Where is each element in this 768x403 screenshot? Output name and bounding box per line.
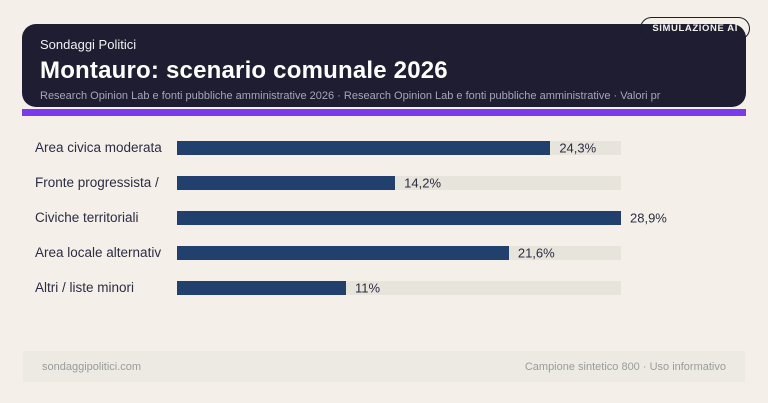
category-label: Altri / liste minori (35, 279, 135, 295)
chart-row: Area civica moderata 24,3% (35, 131, 755, 166)
bar-track: 11% (177, 280, 621, 296)
header-card: Sondaggi Politici Montauro: scenario com… (22, 24, 746, 107)
chart-row: Area locale alternativ 21,6% (35, 235, 755, 270)
bar-track: 28,9% (177, 210, 667, 225)
bar (177, 245, 509, 260)
bar-track: 14,2% (177, 175, 621, 191)
page-title: Montauro: scenario comunale 2026 (40, 57, 448, 84)
chart-row: Fronte progressista / 14,2% (35, 166, 755, 201)
category-label: Area locale alternativ (35, 244, 162, 260)
value-label: 14,2% (404, 175, 442, 191)
brand-kicker: Sondaggi Politici (40, 37, 137, 52)
bar (177, 210, 621, 225)
simulation-badge: SIMULAZIONE AI (640, 17, 750, 40)
footer-strip: sondaggipolitici.com Campione sintetico … (23, 351, 745, 382)
category-label: Civiche territoriali (35, 209, 139, 225)
bar (177, 280, 346, 295)
bar-track: 21,6% (177, 245, 621, 261)
chart-row: Altri / liste minori 11% (35, 270, 755, 305)
accent-strip (22, 109, 746, 116)
footer-source-right: Campione sintetico 800 · Uso informativo (524, 360, 726, 373)
category-label: Area civica moderata (35, 140, 162, 156)
chart-row: Civiche territoriali 28,9% (35, 201, 755, 236)
value-label: 28,9% (630, 210, 667, 226)
bar-chart: Area civica moderata 24,3% Fronte progress… (35, 131, 755, 305)
bar (177, 141, 551, 156)
value-label: 24,3% (559, 140, 597, 156)
value-label: 11% (354, 280, 381, 296)
bar (177, 176, 396, 191)
category-label: Fronte progressista / (35, 175, 159, 191)
footer-source-left: sondaggipolitici.com (42, 360, 142, 373)
bar-track: 24,3% (177, 140, 621, 156)
header-subtitle: Research Opinion Lab e fonti pubbliche a… (40, 90, 661, 102)
value-label: 21,6% (517, 245, 555, 261)
